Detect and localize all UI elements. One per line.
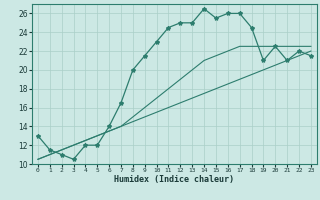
X-axis label: Humidex (Indice chaleur): Humidex (Indice chaleur) bbox=[115, 175, 234, 184]
